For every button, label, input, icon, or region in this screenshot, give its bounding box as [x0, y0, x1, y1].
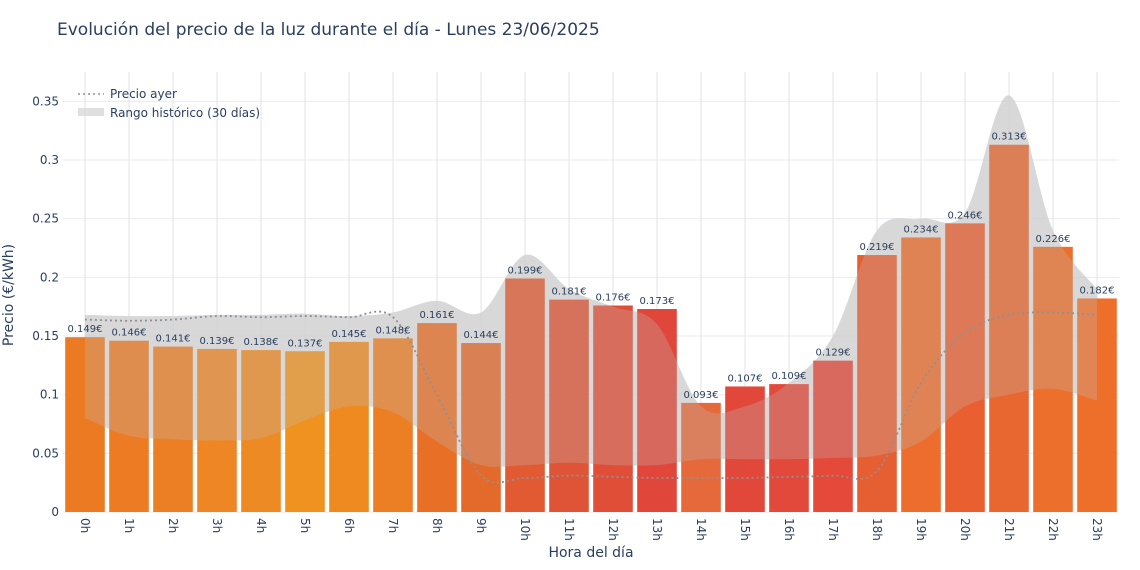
x-tick-label: 23h	[1090, 518, 1104, 541]
bar[interactable]	[945, 223, 985, 513]
y-tick-label: 0.15	[32, 329, 59, 343]
bar[interactable]	[329, 341, 369, 512]
bar-value-label: 0.148€	[376, 325, 411, 336]
x-tick-label: 6h	[342, 518, 356, 533]
x-tick-label: 1h	[122, 518, 136, 533]
bar[interactable]	[373, 338, 413, 512]
legend-item-yesterday[interactable]: Precio ayer	[78, 87, 177, 101]
y-tick-label: 0	[51, 505, 59, 519]
x-tick-label: 10h	[518, 518, 532, 541]
x-tick-label: 19h	[914, 518, 928, 541]
y-tick-label: 0.2	[40, 270, 59, 284]
bar-value-label: 0.139€	[200, 336, 235, 347]
x-tick-label: 2h	[166, 518, 180, 533]
x-axis-ticks: 0h 1h 2h 3h 4h 5h 6h 7h 8h 9h 10h 11h 12h 13h 14h 15h 16…	[78, 518, 1104, 541]
bar-value-label: 0.129€	[816, 348, 851, 359]
bar-value-label: 0.107€	[728, 373, 763, 384]
bar[interactable]	[1077, 298, 1117, 512]
yesterday-price-line	[84, 310, 1098, 484]
x-tick-label: 12h	[606, 518, 620, 541]
legend-label-yesterday: Precio ayer	[110, 87, 177, 101]
bar-value-label: 0.146€	[112, 328, 147, 339]
bar[interactable]	[461, 343, 501, 512]
bar[interactable]	[725, 386, 765, 512]
bar-value-label: 0.199€	[508, 266, 543, 277]
legend-label-range: Rango histórico (30 días)	[110, 106, 260, 120]
bar-value-label: 0.093€	[684, 390, 719, 401]
x-tick-label: 18h	[870, 518, 884, 541]
x-tick-label: 16h	[782, 518, 796, 541]
x-tick-label: 9h	[474, 518, 488, 533]
x-tick-label: 7h	[386, 518, 400, 533]
bar-value-label: 0.145€	[332, 329, 367, 340]
bar-value-label: 0.219€	[860, 242, 895, 253]
bar[interactable]	[1033, 246, 1073, 512]
y-axis-ticks: 0 0.05 0.1 0.15 0.2 0.25 0.3 0.35	[32, 94, 59, 519]
bar[interactable]	[769, 384, 809, 512]
legend-item-range[interactable]: Rango histórico (30 días)	[78, 106, 260, 120]
bar-value-label: 0.149€	[68, 324, 103, 335]
x-tick-label: 4h	[254, 518, 268, 533]
chart-title: Evolución del precio de la luz durante e…	[57, 20, 600, 40]
x-tick-label: 5h	[298, 518, 312, 533]
bar[interactable]	[65, 337, 105, 512]
bar-value-label: 0.173€	[640, 296, 675, 307]
yesterday-line	[84, 310, 1098, 484]
bar-value-label: 0.313€	[992, 132, 1027, 143]
bar[interactable]	[681, 402, 721, 512]
x-tick-label: 22h	[1046, 518, 1060, 541]
bar-value-label: 0.161€	[420, 310, 455, 321]
bar[interactable]	[417, 323, 457, 512]
legend[interactable]: Precio ayer Rango histórico (30 días)	[78, 87, 260, 120]
bars	[65, 95, 1117, 513]
bar[interactable]	[857, 255, 897, 513]
bar[interactable]	[813, 360, 853, 512]
bar[interactable]	[285, 351, 325, 512]
x-axis-title: Hora del día	[548, 545, 633, 561]
bar-value-label: 0.137€	[288, 338, 323, 349]
bar[interactable]	[153, 346, 193, 512]
x-tick-label: 0h	[78, 518, 92, 533]
bar-value-label: 0.144€	[464, 330, 499, 341]
bar[interactable]	[241, 350, 281, 512]
y-tick-label: 0.05	[32, 446, 59, 460]
bar-value-label: 0.226€	[1036, 234, 1071, 245]
x-tick-label: 20h	[958, 518, 972, 541]
bar[interactable]	[109, 340, 149, 512]
y-axis-title: Precio (€/kWh)	[1, 244, 17, 346]
x-tick-label: 21h	[1002, 518, 1016, 541]
bar[interactable]	[901, 237, 941, 512]
x-tick-label: 3h	[210, 518, 224, 533]
bar-value-label: 0.181€	[552, 287, 587, 298]
bar-value-label: 0.109€	[772, 371, 807, 382]
bar-labels: 0.149€ 0.146€ 0.141€ 0.139€ 0.138€ 0.137€ 0.14…	[68, 132, 1115, 401]
y-tick-label: 0.25	[32, 212, 59, 226]
bar-value-label: 0.138€	[244, 337, 279, 348]
bar[interactable]	[989, 144, 1029, 512]
bar-value-label: 0.246€	[948, 210, 983, 221]
x-tick-label: 8h	[430, 518, 444, 533]
x-tick-label: 17h	[826, 518, 840, 541]
bar-value-label: 0.234€	[904, 224, 939, 235]
x-tick-label: 13h	[650, 518, 664, 541]
y-tick-label: 0.3	[40, 153, 59, 167]
bar[interactable]	[197, 348, 237, 512]
bar-value-label: 0.182€	[1080, 285, 1115, 296]
x-tick-label: 11h	[562, 518, 576, 541]
bar-value-label: 0.176€	[596, 292, 631, 303]
historical-range-overlay	[85, 95, 1097, 467]
x-tick-label: 15h	[738, 518, 752, 541]
bar[interactable]	[505, 278, 545, 512]
x-tick-label: 14h	[694, 518, 708, 541]
y-tick-label: 0.35	[32, 94, 59, 108]
bar-value-label: 0.141€	[156, 334, 191, 345]
y-tick-label: 0.1	[40, 388, 59, 402]
